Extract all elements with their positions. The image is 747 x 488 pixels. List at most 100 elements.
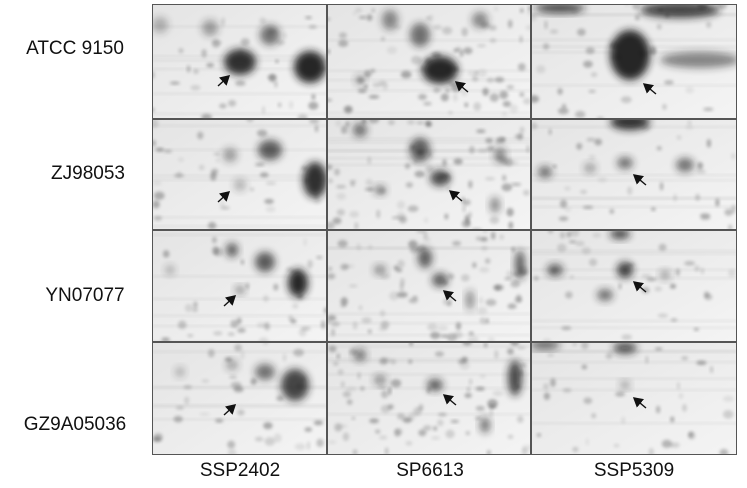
gel-spot — [423, 237, 431, 242]
gel-spot — [583, 60, 593, 68]
gel-spot — [706, 21, 712, 28]
gel-spot — [357, 371, 361, 380]
gel-spot — [340, 381, 345, 388]
gel-spot — [416, 121, 425, 125]
gel-spot — [467, 335, 479, 342]
gel-spot — [495, 285, 500, 291]
panel-border — [531, 230, 737, 342]
panel-border — [531, 4, 737, 119]
gel-spot — [479, 318, 484, 323]
gel-spot — [648, 447, 654, 455]
gel-spot — [719, 449, 729, 455]
gel-spot — [234, 344, 242, 352]
gel-spot — [381, 390, 389, 399]
gel-spot — [409, 342, 413, 347]
gel-spot — [581, 364, 588, 370]
gel-spot — [335, 120, 342, 127]
gel-spot — [376, 209, 381, 219]
gel-spot — [703, 107, 714, 111]
gel-streak — [327, 334, 531, 337]
gel-spot — [466, 217, 470, 226]
gel-spot — [569, 240, 577, 244]
gel-streak — [327, 322, 531, 325]
gel-spot — [304, 427, 313, 432]
gel-spot — [254, 163, 265, 167]
gel-spot — [536, 65, 546, 74]
gel-spot-major — [294, 51, 326, 83]
gel-streak — [531, 205, 737, 208]
gel-spot — [565, 291, 573, 299]
gel-spot — [594, 138, 603, 146]
gel-spot — [396, 291, 408, 298]
gel-spot-major — [226, 360, 238, 370]
gel-spot — [590, 72, 598, 78]
gel-streak — [327, 312, 531, 315]
gel-spot — [561, 103, 567, 109]
gel-spot-major — [422, 56, 458, 84]
gel-spot — [414, 170, 425, 178]
gel-spot — [184, 396, 190, 405]
gel-streak — [531, 249, 737, 252]
gel-spot — [294, 443, 306, 451]
gel-spot — [368, 94, 380, 99]
gel-spot — [358, 305, 363, 311]
gel-spot — [178, 157, 184, 162]
gel-spot — [423, 232, 428, 240]
gel-spot — [213, 331, 223, 336]
gel-spot — [327, 273, 336, 280]
gel-spot — [502, 174, 507, 182]
gel-spot — [320, 320, 326, 329]
gel-spot — [245, 282, 250, 290]
gel-spot-major — [531, 342, 560, 349]
gel-spot — [327, 178, 333, 184]
gel-spot — [649, 46, 657, 55]
gel-spot — [213, 152, 220, 156]
gel-spot — [190, 84, 201, 91]
gel-spot — [283, 33, 287, 38]
gel-streak — [327, 89, 531, 92]
gel-spot — [313, 197, 322, 205]
gel-spot — [440, 93, 449, 102]
gel-spot — [549, 29, 559, 34]
gel-spot-major — [152, 17, 168, 33]
gel-spot — [558, 216, 569, 222]
gel-spot — [723, 395, 734, 402]
gel-spot — [468, 378, 473, 386]
gel-spot-major — [610, 119, 650, 130]
gel-spot — [461, 274, 470, 282]
gel-spot — [467, 71, 477, 76]
gel-spot — [461, 27, 469, 37]
gel-spot — [391, 216, 401, 220]
gel-spot — [709, 365, 714, 374]
gel-spot — [199, 412, 210, 416]
gel-spot — [499, 90, 509, 100]
gel-spot-major — [226, 243, 238, 257]
gel-spot — [531, 95, 540, 103]
gel-spot — [507, 434, 514, 439]
gel-spot-major — [355, 75, 365, 85]
gel-spot — [464, 393, 472, 398]
gel-spot — [548, 128, 552, 136]
gel-spot — [519, 363, 527, 367]
gel-spot-major — [374, 185, 386, 195]
gel-spot — [256, 129, 268, 137]
gel-spot — [543, 383, 549, 390]
gel-spot — [553, 164, 557, 168]
gel-streak — [327, 39, 531, 42]
gel-spot — [412, 295, 418, 300]
gel-spot — [424, 217, 429, 223]
gel-spot — [336, 209, 346, 216]
gel-spot — [651, 207, 656, 212]
gel-spot — [519, 35, 523, 43]
gel-spot — [390, 379, 402, 388]
gel-spot — [480, 237, 488, 242]
gel-spot — [308, 119, 320, 124]
gel-spot — [475, 236, 482, 241]
gel-panel — [531, 230, 737, 342]
gel-streak — [531, 388, 737, 391]
gel-spot-major — [430, 170, 450, 186]
arrow — [632, 397, 647, 409]
gel-spot — [484, 176, 495, 181]
gel-spot — [605, 352, 613, 360]
gel-spot — [472, 262, 477, 269]
